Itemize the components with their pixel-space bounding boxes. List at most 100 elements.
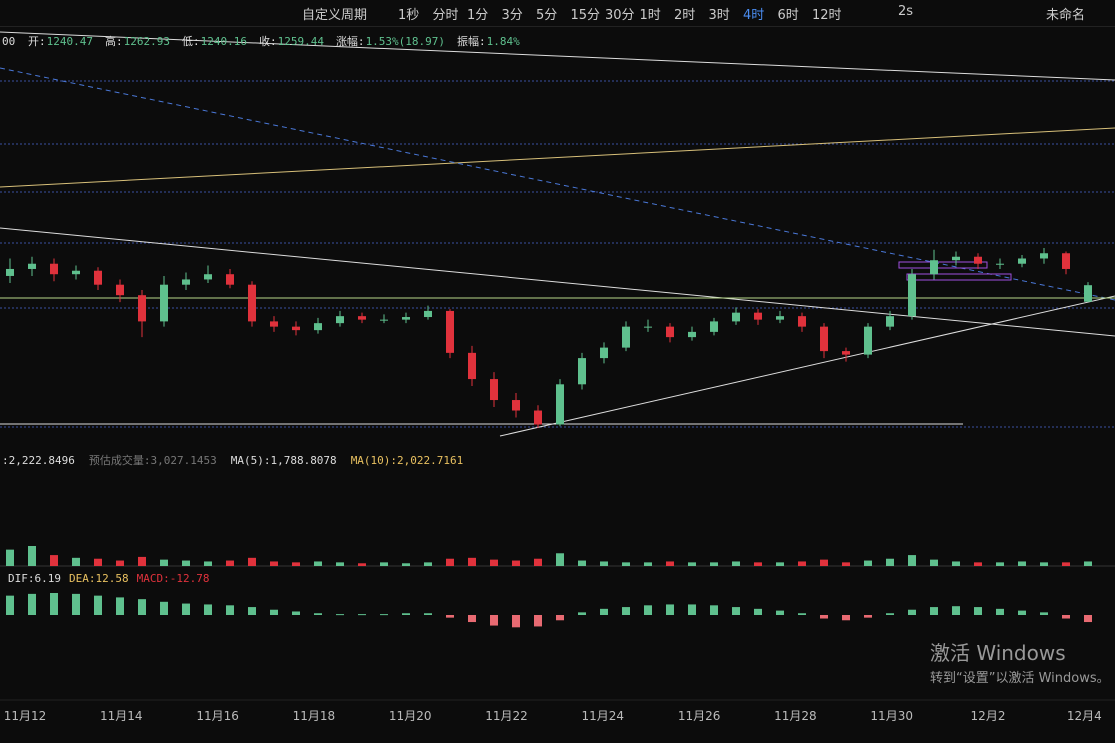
macd-bar [270, 609, 278, 615]
period[interactable]: 12时 [812, 8, 842, 23]
volume-bar [446, 558, 454, 566]
macd-bar [578, 612, 586, 615]
macd-bar [842, 615, 850, 621]
macd-bar [1062, 615, 1070, 619]
volume-bar [974, 562, 982, 566]
volume-bar [556, 553, 564, 566]
candle-body [204, 274, 212, 280]
period[interactable]: 1时 [639, 8, 661, 23]
box [906, 273, 1012, 281]
period[interactable]: 5分 [536, 8, 558, 23]
period[interactable]: 1秒 [398, 8, 420, 23]
volume-bar [512, 560, 520, 566]
volume-bar [798, 561, 806, 566]
volume-bar [1084, 561, 1092, 566]
trendline [0, 31, 1115, 81]
info-value: 1259.44 [278, 35, 325, 48]
volume-bar [886, 558, 894, 566]
candle-body [226, 274, 234, 285]
candle-body [72, 270, 80, 275]
volume-bar [226, 560, 234, 566]
trendline [0, 127, 1115, 188]
watermark-hint: 转到“设置”以激活 Windows。 [930, 671, 1110, 686]
trendline [0, 67, 1115, 301]
watermark-title: 激活 Windows [930, 641, 1066, 665]
period[interactable]: 4时 [743, 8, 765, 23]
info-prefix: 00 [2, 35, 15, 48]
volume-bar [314, 561, 322, 566]
macd-bar [754, 608, 762, 615]
trendline [0, 227, 1115, 337]
grid [0, 80, 1115, 428]
volume-bar [72, 557, 80, 566]
candle-body [908, 274, 916, 317]
period[interactable]: 1分 [467, 8, 489, 23]
volume-bar [754, 562, 762, 566]
custom-period[interactable]: 自定义周期 [302, 8, 368, 23]
macd-bar [116, 597, 124, 615]
period[interactable]: 6时 [777, 8, 799, 23]
macd-bar [226, 605, 234, 615]
volume-text: MA(10):2,022.7161 [351, 454, 464, 467]
x-tick-label: 11月24 [582, 709, 625, 723]
x-tick-label: 11月14 [100, 709, 143, 723]
candle-body [1018, 258, 1026, 264]
candle-body [974, 256, 982, 264]
candle-body [446, 310, 454, 353]
volume-bar [292, 562, 300, 566]
macd-bar [72, 593, 80, 615]
volume-bar [688, 562, 696, 566]
macd-bar [94, 595, 102, 615]
candle-body [1084, 285, 1092, 302]
volume-bar [490, 559, 498, 566]
macd-bar [204, 604, 212, 615]
volume-bar [908, 555, 916, 566]
macd-bar [380, 614, 388, 616]
macd-bar [644, 605, 652, 615]
volume-bar [270, 561, 278, 566]
candle-body [710, 321, 718, 332]
volume-bar [776, 562, 784, 566]
x-tick-label: 11月12 [4, 709, 47, 723]
toolbar: 自定义周期 2s 未命名 1秒 分时 1分 3分 5分 15分 30分 1时 2时 3时 4时 6时 1… [0, 0, 1115, 27]
volume-bar [732, 561, 740, 566]
macd-bar [886, 613, 894, 615]
volume-bar [864, 560, 872, 566]
volume-bar [336, 562, 344, 566]
macd-bar [688, 604, 696, 615]
macd-bar [28, 593, 36, 615]
candle-body [50, 263, 58, 275]
volume-bar [710, 562, 718, 566]
period[interactable]: 分时 [432, 8, 459, 23]
macd-bar [732, 607, 740, 615]
volume-text: :2,222.8496 [2, 454, 75, 467]
period[interactable]: 3分 [501, 8, 523, 23]
info-label: 低: [182, 35, 200, 48]
macd-bar [820, 615, 828, 619]
macd-bar [996, 608, 1004, 615]
period[interactable]: 15分 [570, 8, 601, 23]
macd-bar [864, 615, 872, 618]
volume-bar [1040, 562, 1048, 566]
speed[interactable]: 2s [898, 4, 914, 19]
info-value: 1262.93 [124, 35, 170, 48]
candle-body [864, 326, 872, 355]
macd-bar [314, 613, 322, 615]
x-tick-label: 11月26 [678, 709, 721, 723]
period[interactable]: 3时 [708, 8, 730, 23]
macd-text: MACD:-12.78 [137, 572, 210, 585]
period[interactable]: 2时 [674, 8, 696, 23]
candle-body [94, 270, 102, 285]
macd-bar [776, 610, 784, 615]
macd-bar [952, 606, 960, 615]
volume-bar [1062, 562, 1070, 566]
layout-name[interactable]: 未命名 [1046, 8, 1086, 23]
macd-bar [930, 607, 938, 615]
period[interactable]: 30分 [605, 8, 635, 23]
candle-body [732, 312, 740, 322]
info-value: 1.84% [487, 35, 520, 48]
candle-body [380, 319, 388, 321]
volume-bar [1018, 561, 1026, 566]
candle-body [754, 312, 762, 320]
